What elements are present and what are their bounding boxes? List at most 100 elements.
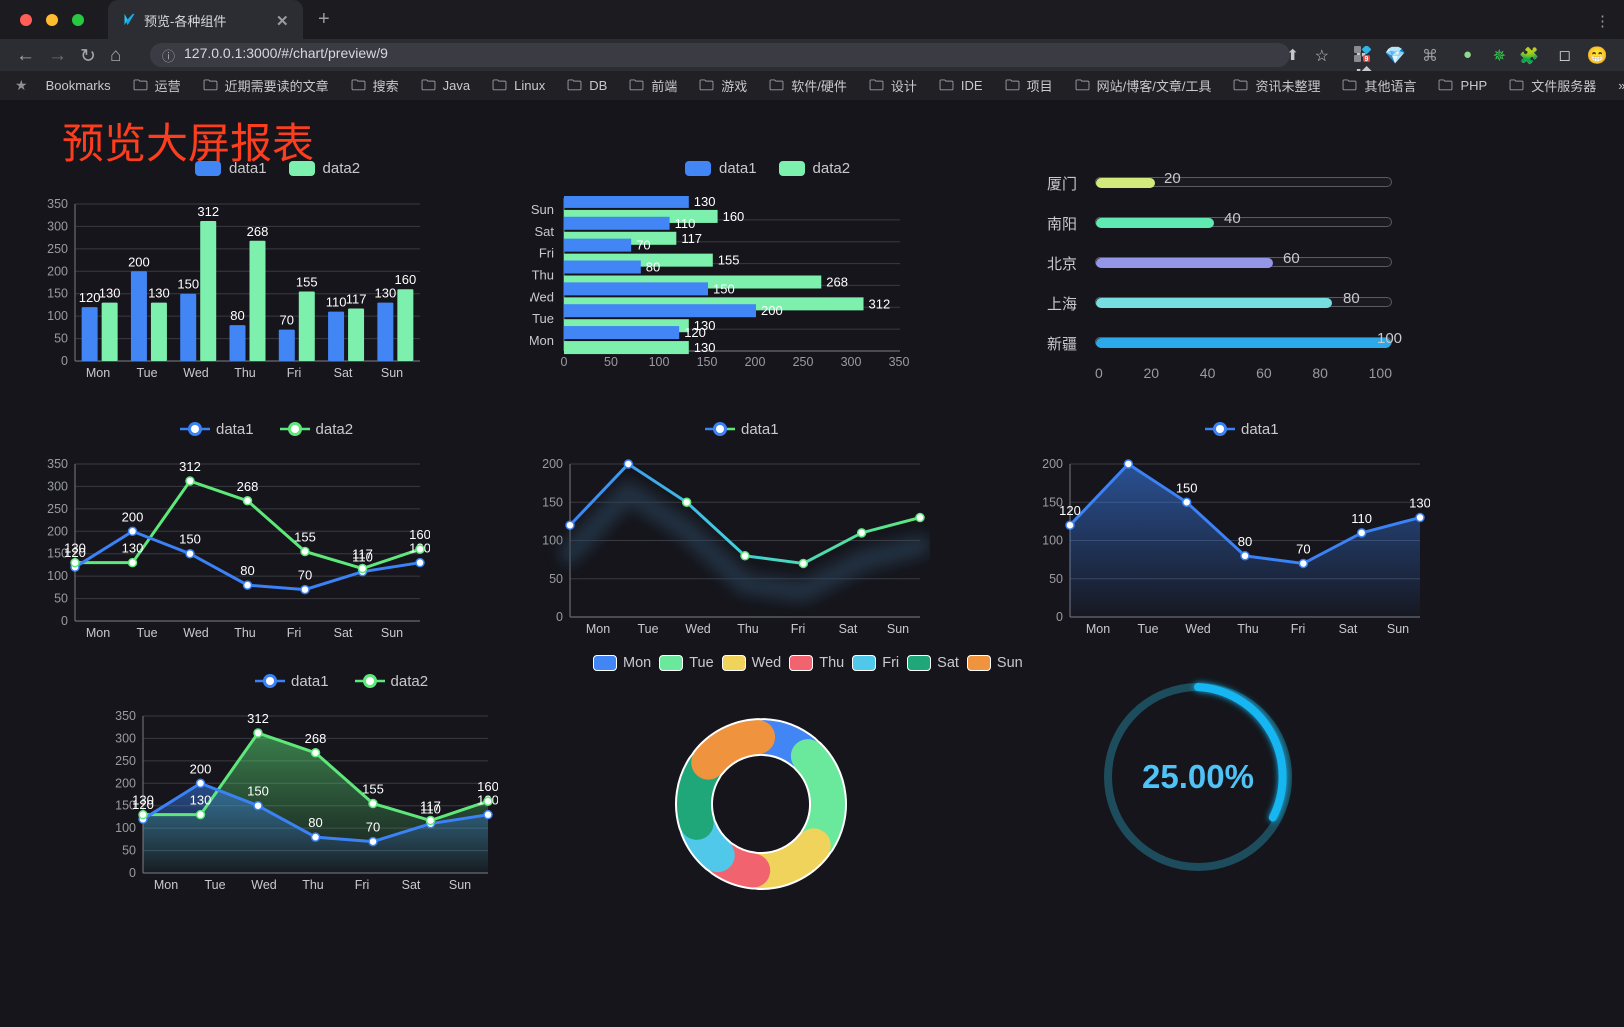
svg-text:155: 155	[294, 529, 316, 544]
svg-text:Thu: Thu	[234, 366, 256, 380]
svg-text:80: 80	[308, 815, 322, 830]
svg-text:120: 120	[684, 325, 706, 340]
svg-text:Sat: Sat	[839, 622, 858, 636]
svg-text:350: 350	[47, 457, 68, 471]
svg-text:Sun: Sun	[381, 626, 403, 640]
svg-text:350: 350	[889, 355, 910, 369]
svg-text:150: 150	[179, 532, 201, 547]
svg-text:Sun: Sun	[449, 878, 471, 892]
svg-text:268: 268	[826, 275, 848, 290]
svg-text:100: 100	[47, 309, 68, 323]
svg-text:150: 150	[247, 784, 269, 799]
svg-text:50: 50	[122, 844, 136, 858]
svg-text:Thu: Thu	[234, 626, 256, 640]
svg-text:150: 150	[177, 277, 199, 292]
svg-text:0: 0	[1056, 610, 1063, 624]
svg-text:130: 130	[375, 286, 397, 301]
svg-text:110: 110	[1351, 511, 1372, 526]
svg-text:155: 155	[718, 253, 740, 268]
svg-text:160: 160	[477, 779, 498, 794]
svg-text:0: 0	[129, 866, 136, 880]
svg-text:200: 200	[47, 264, 68, 278]
svg-text:70: 70	[366, 820, 380, 835]
svg-text:200: 200	[115, 776, 136, 790]
svg-text:80: 80	[230, 308, 244, 323]
svg-text:100: 100	[47, 569, 68, 583]
svg-text:25.00%: 25.00%	[1142, 758, 1254, 795]
svg-text:Wed: Wed	[183, 366, 209, 380]
svg-text:200: 200	[745, 355, 766, 369]
svg-text:Fri: Fri	[791, 622, 806, 636]
svg-text:100: 100	[1042, 534, 1063, 548]
svg-text:312: 312	[247, 711, 269, 726]
svg-text:130: 130	[99, 286, 121, 301]
svg-text:Sat: Sat	[534, 224, 554, 239]
svg-text:300: 300	[841, 355, 862, 369]
svg-text:70: 70	[1296, 541, 1310, 556]
svg-text:Wed: Wed	[685, 622, 711, 636]
svg-text:0: 0	[561, 355, 568, 369]
svg-text:Mon: Mon	[530, 333, 554, 348]
svg-text:100: 100	[649, 355, 670, 369]
svg-text:Sun: Sun	[531, 202, 554, 217]
svg-text:200: 200	[128, 254, 150, 269]
svg-text:250: 250	[793, 355, 814, 369]
svg-text:Tue: Tue	[532, 311, 554, 326]
svg-text:300: 300	[47, 479, 68, 493]
svg-text:Sun: Sun	[1387, 622, 1409, 636]
svg-text:50: 50	[604, 355, 618, 369]
svg-text:Thu: Thu	[1237, 622, 1259, 636]
svg-text:200: 200	[47, 524, 68, 538]
svg-text:110: 110	[675, 216, 696, 231]
svg-text:Mon: Mon	[154, 878, 178, 892]
svg-text:200: 200	[761, 303, 783, 318]
svg-text:312: 312	[869, 296, 891, 311]
svg-text:Fri: Fri	[539, 246, 554, 261]
svg-text:100: 100	[542, 534, 563, 548]
svg-text:117: 117	[420, 799, 441, 814]
svg-text:160: 160	[409, 527, 430, 542]
svg-text:160: 160	[395, 272, 417, 287]
svg-text:Tue: Tue	[136, 366, 157, 380]
svg-text:350: 350	[47, 197, 68, 211]
svg-text:Mon: Mon	[86, 366, 110, 380]
svg-text:Sat: Sat	[1339, 622, 1358, 636]
svg-text:70: 70	[280, 313, 294, 328]
svg-text:130: 130	[148, 286, 170, 301]
svg-text:Sun: Sun	[381, 366, 403, 380]
svg-text:Fri: Fri	[287, 626, 302, 640]
svg-text:110: 110	[326, 295, 347, 310]
svg-text:Wed: Wed	[183, 626, 209, 640]
svg-text:150: 150	[713, 281, 735, 296]
svg-text:Thu: Thu	[302, 878, 324, 892]
svg-text:0: 0	[61, 354, 68, 368]
svg-text:117: 117	[352, 547, 373, 562]
svg-text:130: 130	[132, 793, 154, 808]
svg-text:117: 117	[681, 231, 702, 246]
svg-text:155: 155	[362, 781, 384, 796]
svg-text:70: 70	[636, 238, 650, 253]
svg-text:268: 268	[305, 731, 327, 746]
svg-text:Wed: Wed	[1185, 622, 1211, 636]
svg-text:350: 350	[115, 709, 136, 723]
svg-text:200: 200	[1117, 456, 1139, 457]
svg-text:Tue: Tue	[637, 622, 658, 636]
svg-text:150: 150	[542, 495, 563, 509]
svg-text:9: 9	[1365, 56, 1369, 63]
svg-text:50: 50	[549, 572, 563, 586]
svg-text:Wed: Wed	[530, 289, 554, 304]
svg-text:Mon: Mon	[586, 622, 610, 636]
svg-text:130: 130	[1409, 496, 1430, 511]
svg-text:155: 155	[296, 274, 318, 289]
svg-text:70: 70	[298, 568, 312, 583]
svg-text:Mon: Mon	[86, 626, 110, 640]
svg-text:Sun: Sun	[887, 622, 909, 636]
svg-text:160: 160	[723, 209, 745, 224]
svg-text:130: 130	[694, 340, 716, 355]
svg-text:268: 268	[237, 479, 259, 494]
svg-text:300: 300	[47, 219, 68, 233]
svg-text:120: 120	[79, 290, 101, 305]
svg-text:150: 150	[697, 355, 718, 369]
svg-text:Tue: Tue	[1137, 622, 1158, 636]
svg-text:250: 250	[47, 502, 68, 516]
